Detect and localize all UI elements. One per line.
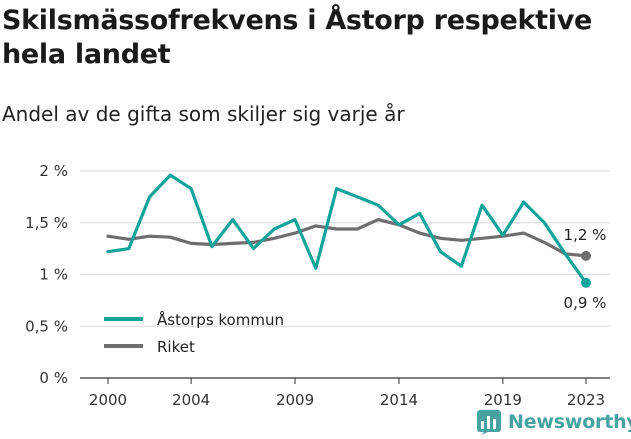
y-tick-label: 1 % (39, 266, 68, 284)
y-axis-ticks: 0 % 0,5 % 1 % 1,5 % 2 % (25, 162, 68, 387)
x-tick-label: 2000 (89, 391, 127, 409)
y-tick-label: 1,5 % (25, 214, 68, 232)
series-line (106, 173, 588, 285)
series-end-point (581, 277, 591, 288)
grid-lines (80, 170, 610, 379)
series-end-point (581, 250, 591, 261)
end-labels: 1,2 % 0,9 % (564, 226, 607, 312)
brand-name: Newsworthy (508, 411, 631, 433)
end-label: 1,2 % (564, 226, 607, 244)
y-tick-label: 0,5 % (25, 317, 68, 335)
chart-subtitle: Andel av de gifta som skiljer sig varje … (2, 102, 405, 126)
x-tick-label: 2004 (172, 391, 210, 409)
x-tick-label: 2023 (567, 391, 605, 409)
x-tick-label: 2014 (380, 391, 418, 409)
legend-label: Åstorps kommun (157, 310, 284, 329)
newsworthy-logo-icon (477, 410, 501, 435)
newsworthy-brand: Newsworthy (476, 408, 631, 436)
x-axis-ticks: 2000 2004 2009 2014 2019 2023 (89, 378, 605, 409)
x-tick-label: 2019 (484, 391, 522, 409)
end-label: 0,9 % (564, 294, 607, 312)
y-tick-label: 0 % (39, 369, 68, 387)
series-line (106, 218, 588, 258)
legend-label: Riket (157, 338, 195, 356)
x-tick-label: 2009 (276, 391, 314, 409)
legend: Åstorps kommun Riket (104, 310, 284, 356)
series-lines (106, 173, 591, 288)
y-tick-label: 2 % (39, 162, 68, 180)
chart-title: Skilsmässofrekvens i Åstorp respektive h… (2, 5, 593, 70)
